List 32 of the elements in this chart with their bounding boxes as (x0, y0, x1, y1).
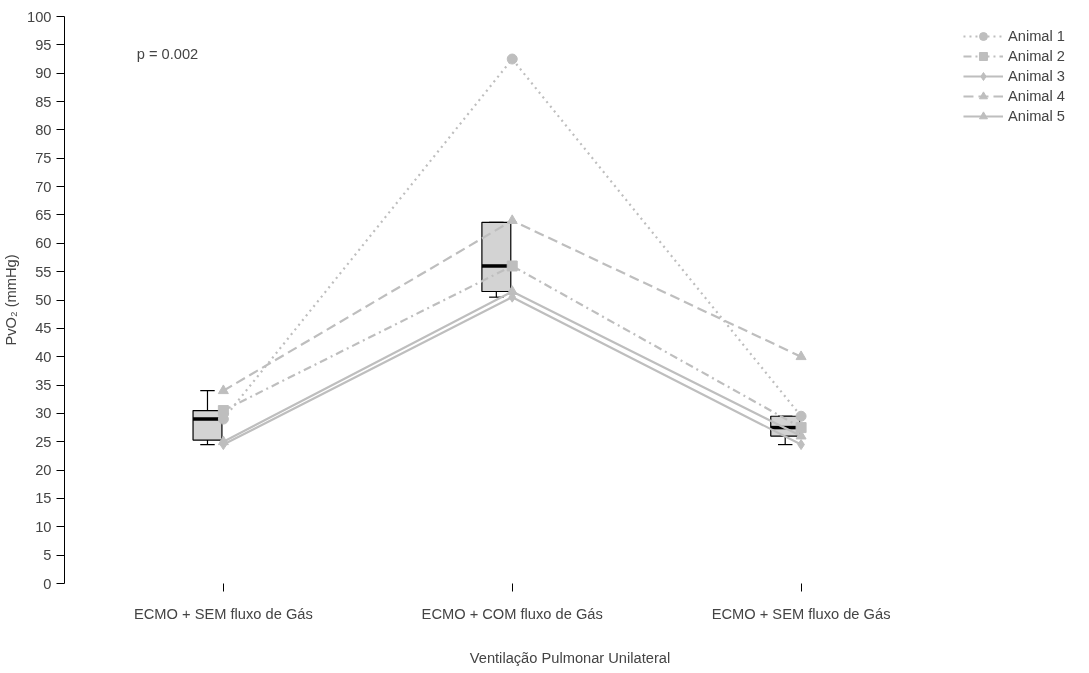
y-tick-label: 30 (35, 405, 52, 422)
y-tick-label: 75 (35, 150, 52, 167)
y-tick-label: 35 (35, 377, 52, 394)
y-axis-title: PvO₂ (mmHg) (3, 254, 20, 346)
x-tick-label: ECMO + SEM fluxo de Gás (133, 605, 313, 622)
y-tick-label: 100 (27, 8, 52, 25)
legend-label: Animal 2 (1007, 47, 1065, 66)
y-tick-label: 90 (35, 65, 52, 82)
y-tick-label: 85 (35, 93, 52, 110)
y-tick-label: 40 (35, 348, 52, 365)
y-tick-label: 70 (35, 178, 52, 195)
legend-label: Animal 3 (1007, 67, 1065, 86)
y-tick-label: 95 (35, 36, 52, 53)
legend-label: Animal 4 (1007, 87, 1065, 106)
y-tick-label: 80 (35, 121, 52, 138)
x-tick-label: ECMO + SEM fluxo de Gás (711, 605, 891, 622)
y-tick-label: 45 (35, 320, 52, 337)
legend-label: Animal 5 (1007, 107, 1065, 126)
y-tick-label: 15 (35, 490, 52, 507)
y-tick-label: 10 (35, 518, 52, 535)
y-tick-label: 0 (43, 575, 52, 592)
y-tick-label: 25 (35, 433, 52, 450)
y-tick-label: 55 (35, 263, 52, 280)
y-tick-label: 65 (35, 206, 52, 223)
y-tick-label: 5 (43, 547, 52, 564)
y-tick-label: 50 (35, 292, 52, 308)
x-tick-label: ECMO + COM fluxo de Gás (421, 605, 603, 622)
legend-label: Animal 1 (1007, 27, 1065, 46)
x-axis-title: Ventilação Pulmonar Unilateral (469, 649, 671, 666)
annotation: p = 0.002 (136, 45, 199, 62)
y-tick-label: 20 (35, 462, 52, 479)
y-tick-label: 60 (35, 235, 52, 252)
